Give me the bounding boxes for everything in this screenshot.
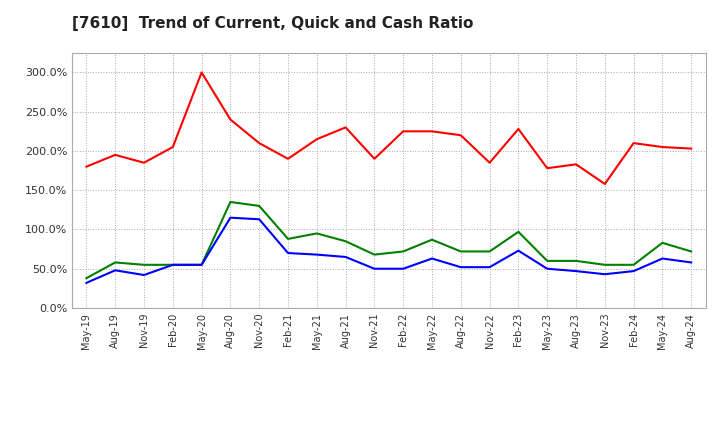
Current Ratio [226, 117, 235, 122]
Current Ratio [514, 126, 523, 132]
Cash Ratio [514, 248, 523, 253]
Current Ratio [428, 128, 436, 134]
Line: Current Ratio: Current Ratio [86, 73, 691, 184]
Current Ratio [600, 181, 609, 187]
Cash Ratio [168, 262, 177, 268]
Current Ratio [658, 144, 667, 150]
Cash Ratio [687, 260, 696, 265]
Quick Ratio [255, 203, 264, 209]
Quick Ratio [370, 252, 379, 257]
Cash Ratio [226, 215, 235, 220]
Current Ratio [168, 144, 177, 150]
Current Ratio [140, 160, 148, 165]
Quick Ratio [226, 199, 235, 205]
Quick Ratio [687, 249, 696, 254]
Current Ratio [572, 161, 580, 167]
Quick Ratio [312, 231, 321, 236]
Current Ratio [629, 140, 638, 146]
Quick Ratio [543, 258, 552, 264]
Current Ratio [312, 136, 321, 142]
Cash Ratio [456, 264, 465, 270]
Quick Ratio [600, 262, 609, 268]
Current Ratio [399, 128, 408, 134]
Current Ratio [284, 156, 292, 161]
Text: [7610]  Trend of Current, Quick and Cash Ratio: [7610] Trend of Current, Quick and Cash … [72, 16, 473, 31]
Current Ratio [543, 165, 552, 171]
Quick Ratio [284, 236, 292, 242]
Cash Ratio [284, 250, 292, 256]
Current Ratio [485, 160, 494, 165]
Current Ratio [82, 164, 91, 169]
Cash Ratio [312, 252, 321, 257]
Cash Ratio [197, 262, 206, 268]
Cash Ratio [341, 254, 350, 260]
Quick Ratio [485, 249, 494, 254]
Cash Ratio [399, 266, 408, 271]
Quick Ratio [197, 262, 206, 268]
Cash Ratio [370, 266, 379, 271]
Current Ratio [197, 70, 206, 75]
Quick Ratio [399, 249, 408, 254]
Quick Ratio [456, 249, 465, 254]
Current Ratio [370, 156, 379, 161]
Quick Ratio [629, 262, 638, 268]
Quick Ratio [140, 262, 148, 268]
Cash Ratio [600, 271, 609, 277]
Cash Ratio [111, 268, 120, 273]
Cash Ratio [82, 280, 91, 286]
Current Ratio [456, 132, 465, 138]
Cash Ratio [543, 266, 552, 271]
Cash Ratio [629, 268, 638, 274]
Cash Ratio [255, 216, 264, 222]
Quick Ratio [111, 260, 120, 265]
Cash Ratio [658, 256, 667, 261]
Cash Ratio [140, 272, 148, 278]
Current Ratio [687, 146, 696, 151]
Quick Ratio [514, 229, 523, 235]
Quick Ratio [658, 240, 667, 246]
Quick Ratio [428, 237, 436, 242]
Quick Ratio [82, 275, 91, 281]
Current Ratio [111, 152, 120, 158]
Quick Ratio [341, 238, 350, 244]
Cash Ratio [485, 264, 494, 270]
Quick Ratio [168, 262, 177, 268]
Current Ratio [255, 140, 264, 146]
Line: Cash Ratio: Cash Ratio [86, 218, 691, 283]
Cash Ratio [572, 268, 580, 274]
Quick Ratio [572, 258, 580, 264]
Current Ratio [341, 125, 350, 130]
Cash Ratio [428, 256, 436, 261]
Line: Quick Ratio: Quick Ratio [86, 202, 691, 278]
